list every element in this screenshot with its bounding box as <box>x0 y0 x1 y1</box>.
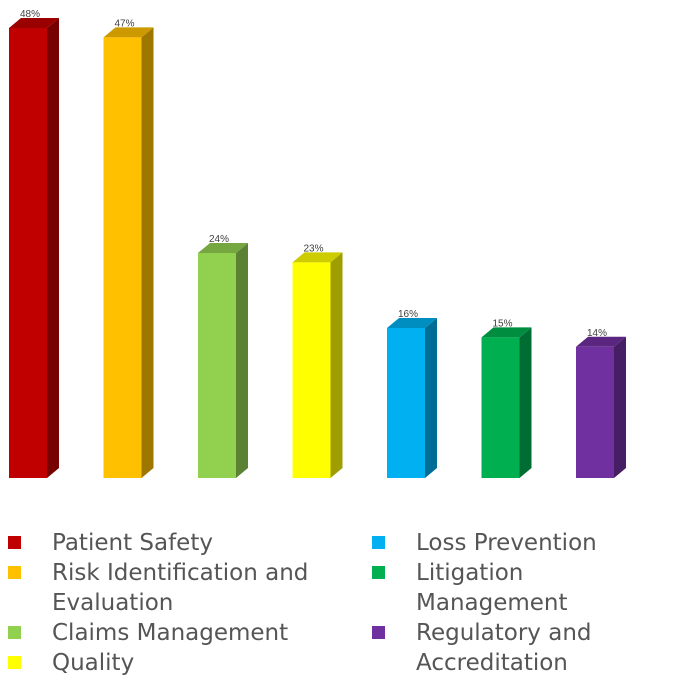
legend-item-loss-prevention: Loss Prevention <box>372 528 680 558</box>
data-label: 48% <box>20 9 40 20</box>
legend-swatch <box>8 656 21 669</box>
bar-front-face <box>198 253 236 478</box>
bar-front-face <box>9 28 47 478</box>
bar-side-face <box>614 336 626 478</box>
bar-top-face <box>387 318 437 328</box>
legend-swatch <box>372 566 385 579</box>
data-label: 15% <box>492 318 512 329</box>
legend-item-claims-management: Claims Management <box>8 618 338 648</box>
bar-4 <box>292 252 343 478</box>
bar-5 <box>387 318 437 478</box>
legend-label: Regulatory and <box>416 620 592 646</box>
bar-6 <box>481 327 532 478</box>
bar-side-face <box>425 318 437 478</box>
legend-swatch <box>8 626 21 639</box>
bar-side-face <box>47 18 59 478</box>
legend-label: Claims Management <box>52 620 289 646</box>
legend-swatch <box>8 536 21 549</box>
bar-top-face <box>103 27 154 38</box>
legend-label: Quality <box>52 650 135 676</box>
legend-item-patient-safety: Patient Safety <box>8 528 338 558</box>
bar-front-face <box>103 37 142 478</box>
bar-front-face <box>481 337 520 478</box>
legend-item-quality: Quality <box>8 648 338 678</box>
data-label: 47% <box>114 18 134 29</box>
bar-1 <box>9 18 59 478</box>
bar-top-face <box>198 243 248 253</box>
data-label: 23% <box>303 243 323 254</box>
bar-top-face <box>481 327 532 338</box>
legend-item-litigation-management: Litigation Management <box>372 558 680 618</box>
bar-side-face <box>236 243 248 478</box>
bar-top-face <box>9 18 59 28</box>
bar-chart: 48% 47% 24% 23% 16% 15% 14% <box>9 9 626 478</box>
legend-label: Risk Identification and <box>52 560 309 586</box>
data-label: 16% <box>398 309 418 320</box>
legend-right-column: Loss Prevention Litigation Management Re… <box>372 528 680 678</box>
bar-2 <box>103 27 154 478</box>
legend-swatch <box>372 626 385 639</box>
bar-front-face <box>387 328 425 478</box>
legend-item-regulatory: Regulatory and Accreditation <box>372 618 680 678</box>
bar-top-face <box>576 336 626 347</box>
bar-front-face <box>576 346 614 478</box>
legend-swatch <box>372 536 385 549</box>
legend-swatch <box>8 566 21 579</box>
data-label: 24% <box>209 234 229 245</box>
legend-label: Loss Prevention <box>416 530 597 556</box>
bar-side-face <box>330 252 343 478</box>
bar-3 <box>198 243 248 478</box>
legend-label: Litigation Management <box>416 560 568 616</box>
legend-left-column: Patient Safety Risk Identification and E… <box>8 528 338 678</box>
bar-7 <box>576 336 626 478</box>
legend-label: Patient Safety <box>52 530 213 556</box>
data-label: 14% <box>587 328 607 339</box>
legend-label-line2: Evaluation <box>52 590 174 616</box>
bar-top-face <box>292 252 343 263</box>
bar-side-face <box>519 327 532 478</box>
legend-item-risk-identification: Risk Identification and Evaluation <box>8 558 338 618</box>
legend-label-line2: Accreditation <box>416 650 568 676</box>
bar-side-face <box>141 27 154 478</box>
bar-front-face <box>292 262 331 478</box>
